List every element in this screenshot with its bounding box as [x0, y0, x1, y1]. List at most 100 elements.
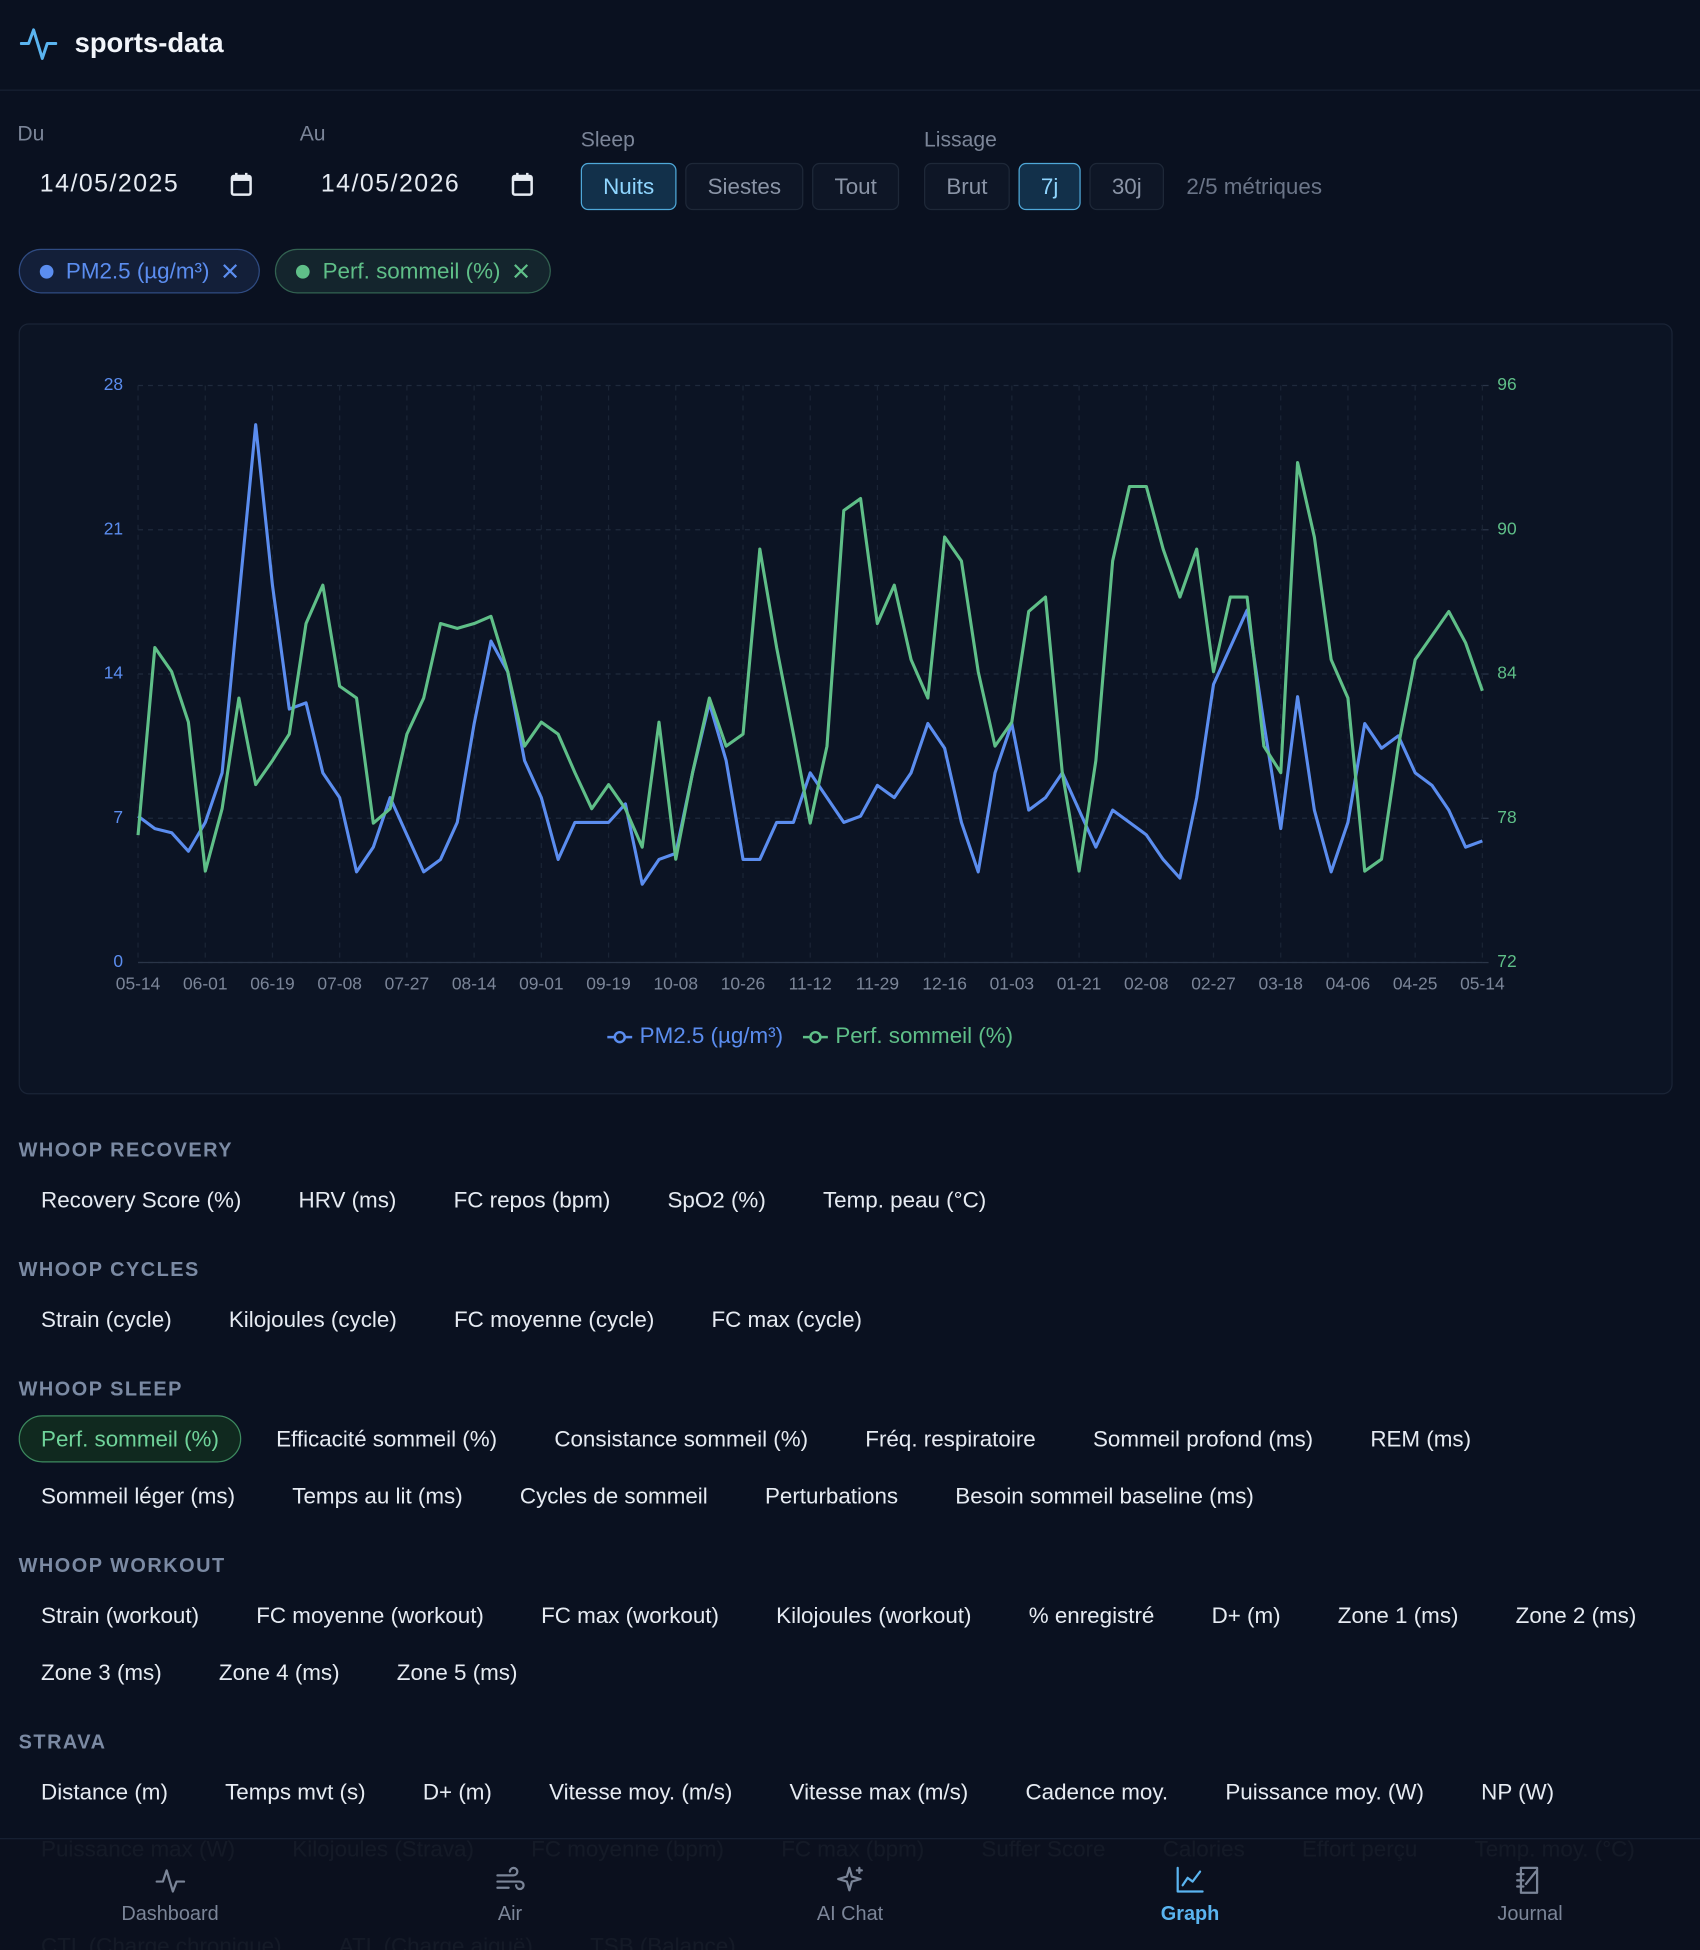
- metric-section: WHOOP RECOVERY Recovery Score (%) HRV (ms)…: [19, 1134, 1685, 1224]
- metric-toggle[interactable]: Vitesse moy. (m/s): [549, 1779, 733, 1805]
- metric-toggle[interactable]: Sommeil léger (ms): [41, 1483, 236, 1509]
- sleep-option[interactable]: Nuits: [580, 162, 677, 211]
- chip-label: PM2.5 (µg/m³): [65, 258, 210, 283]
- metric-toggle[interactable]: % enregistré: [1028, 1603, 1155, 1628]
- chip-label: Perf. sommeil (%): [322, 258, 501, 283]
- lissage-option[interactable]: 7j: [1018, 162, 1081, 211]
- metric-section: WHOOP SLEEP Perf. sommeil (%) Efficacité s…: [18, 1373, 1685, 1520]
- metric-toggle[interactable]: Strain (cycle): [41, 1307, 172, 1332]
- nav-item[interactable]: Journal: [1360, 1839, 1700, 1950]
- metric-toggle[interactable]: Zone 5 (ms): [396, 1660, 518, 1686]
- metric-toggle[interactable]: Cycles de sommeil: [519, 1483, 708, 1509]
- lissage-option[interactable]: 30j: [1089, 162, 1165, 211]
- x-tick-label: 05-14: [116, 974, 161, 994]
- nav-icon: [836, 1866, 863, 1892]
- metric-toggle[interactable]: SpO2 (%): [667, 1187, 766, 1213]
- x-tick-label: 10-26: [721, 974, 766, 994]
- brand-icon: [19, 28, 58, 60]
- metric-toggle[interactable]: Recovery Score (%): [41, 1187, 242, 1213]
- x-tick-label: 06-01: [183, 974, 228, 994]
- metric-toggle[interactable]: Perf. sommeil (%): [18, 1415, 242, 1463]
- sleep-option[interactable]: Tout: [812, 162, 900, 211]
- metric-toggle[interactable]: FC max (cycle): [711, 1307, 862, 1332]
- metric-toggle[interactable]: Efficacité sommeil (%): [276, 1426, 498, 1452]
- metric-toggle[interactable]: Temps au lit (ms): [292, 1483, 463, 1509]
- metric-toggle[interactable]: Zone 4 (ms): [218, 1660, 340, 1686]
- x-tick-label: 03-18: [1258, 974, 1303, 994]
- chip-remove[interactable]: [513, 262, 530, 279]
- metric-toggle[interactable]: Zone 2 (ms): [1515, 1603, 1637, 1628]
- section-title: STRAVA: [18, 1732, 107, 1754]
- metric-sections: WHOOP RECOVERY Recovery Score (%) HRV (ms)…: [18, 1134, 1685, 1950]
- nav-icon: [1516, 1866, 1539, 1894]
- section-items: Perf. sommeil (%) Efficacité sommeil (%) C…: [18, 1415, 1685, 1519]
- calendar-icon[interactable]: [230, 172, 252, 197]
- metric-toggle[interactable]: HRV (ms): [298, 1187, 397, 1213]
- legend-item: PM2.5 (µg/m³): [607, 1023, 783, 1048]
- nav-item[interactable]: Graph: [1020, 1839, 1360, 1950]
- nav-item[interactable]: Air: [340, 1839, 680, 1950]
- lissage-options: Brut 7j 30j: [923, 162, 1165, 211]
- au-date[interactable]: 14/05/2026: [320, 170, 461, 198]
- metric-toggle[interactable]: Fréq. respiratoire: [865, 1426, 1036, 1452]
- metric-section: WHOOP CYCLES Strain (cycle) Kilojoules (cy…: [19, 1254, 1685, 1344]
- metric-section: WHOOP WORKOUT Strain (workout) FC moyenne …: [19, 1550, 1685, 1697]
- nav-label: Graph: [1160, 1903, 1220, 1926]
- metric-toggle[interactable]: Temp. peau (°C): [822, 1187, 987, 1213]
- metric-toggle[interactable]: FC max (workout): [541, 1603, 719, 1628]
- du-date[interactable]: 14/05/2025: [39, 170, 180, 198]
- metric-chip[interactable]: PM2.5 (µg/m³): [18, 248, 261, 294]
- chip-dot: [39, 264, 54, 278]
- metric-toggle[interactable]: FC moyenne (workout): [256, 1603, 484, 1628]
- nav-icon-path: [155, 1869, 185, 1893]
- x-tick-label: 07-27: [385, 974, 430, 994]
- y2-tick-label: 96: [1497, 374, 1516, 394]
- metric-toggle[interactable]: Kilojoules (workout): [776, 1603, 972, 1628]
- metric-toggle[interactable]: Puissance moy. (W): [1225, 1779, 1424, 1805]
- metric-toggle[interactable]: Sommeil profond (ms): [1092, 1426, 1314, 1452]
- nav-icon-path: [496, 1866, 525, 1891]
- chip-dot: [296, 264, 311, 278]
- metric-toggle[interactable]: Strain (workout): [41, 1603, 200, 1628]
- metric-toggle[interactable]: Zone 1 (ms): [1337, 1603, 1459, 1628]
- metric-toggle[interactable]: Temps mvt (s): [225, 1779, 366, 1805]
- metric-toggle[interactable]: D+ (m): [422, 1779, 492, 1805]
- x-tick-label: 11-29: [856, 974, 899, 994]
- section-title: WHOOP WORKOUT: [18, 1555, 226, 1577]
- metric-toggle[interactable]: Kilojoules (cycle): [228, 1307, 397, 1332]
- x-tick-label: 04-25: [1393, 974, 1438, 994]
- nav-label: Dashboard: [121, 1903, 219, 1926]
- y-tick-label: 28: [104, 374, 123, 394]
- metric-toggle[interactable]: Distance (m): [41, 1779, 168, 1805]
- nav-item[interactable]: Dashboard: [0, 1839, 340, 1950]
- metric-chip[interactable]: Perf. sommeil (%): [275, 248, 552, 294]
- lissage-option[interactable]: Brut: [923, 162, 1010, 211]
- section-items: Strain (workout) FC moyenne (workout) FC m…: [19, 1592, 1685, 1696]
- metric-toggle[interactable]: NP (W): [1481, 1779, 1555, 1805]
- metric-toggle[interactable]: Consistance sommeil (%): [554, 1426, 809, 1452]
- chip-remove[interactable]: [222, 262, 239, 279]
- y2-tick-label: 90: [1497, 518, 1516, 538]
- nav-item[interactable]: AI Chat: [680, 1839, 1020, 1950]
- nav-icon-path: [1176, 1866, 1204, 1893]
- calendar-icon[interactable]: [511, 172, 533, 197]
- metric-toggle[interactable]: FC repos (bpm): [453, 1187, 611, 1213]
- metric-toggle[interactable]: Besoin sommeil baseline (ms): [955, 1483, 1254, 1509]
- x-tick-label: 11-12: [789, 974, 832, 994]
- sleep-option[interactable]: Siestes: [685, 162, 804, 211]
- metric-toggle[interactable]: D+ (m): [1211, 1603, 1281, 1628]
- metric-toggle[interactable]: Perturbations: [764, 1483, 899, 1509]
- metric-toggle[interactable]: Zone 3 (ms): [41, 1660, 162, 1686]
- legend-marker: [613, 1030, 626, 1044]
- metric-toggle[interactable]: Vitesse max (m/s): [789, 1779, 969, 1805]
- nav-label: Journal: [1497, 1903, 1563, 1926]
- au-label: Au: [299, 121, 326, 146]
- x-tick-label: 08-14: [452, 974, 497, 994]
- metric-toggle[interactable]: Cadence moy.: [1025, 1779, 1169, 1805]
- brand: sports-data: [74, 27, 224, 59]
- legend-label: PM2.5 (µg/m³): [640, 1023, 783, 1048]
- metric-toggle[interactable]: REM (ms): [1370, 1426, 1472, 1452]
- metric-toggle[interactable]: FC moyenne (cycle): [454, 1307, 655, 1332]
